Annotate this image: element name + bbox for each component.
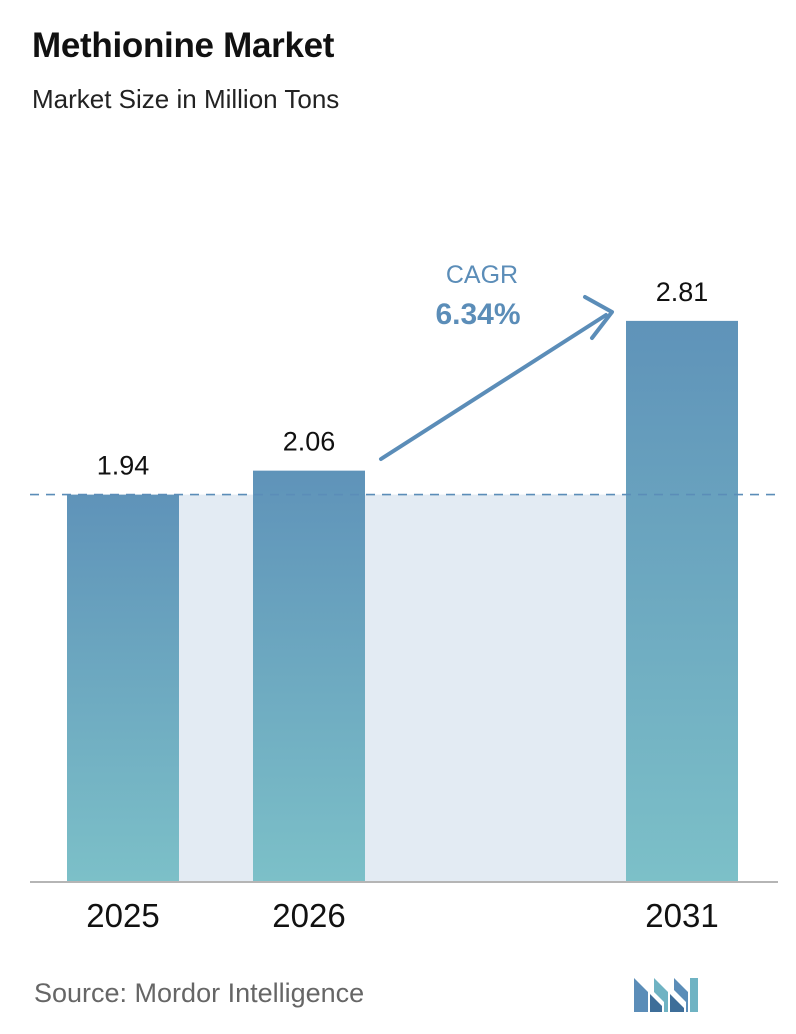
cagr-value: 6.34% bbox=[435, 298, 520, 331]
chart-subtitle: Market Size in Million Tons bbox=[32, 84, 340, 114]
source-text: Source: Mordor Intelligence bbox=[34, 978, 365, 1008]
cagr-arrow-head bbox=[583, 295, 614, 340]
cagr-label: CAGR bbox=[446, 261, 518, 289]
cagr-arrow-line bbox=[379, 313, 608, 461]
bar-2026 bbox=[253, 470, 365, 882]
chart-title: Methionine Market bbox=[32, 26, 335, 65]
mordor-intelligence-logo-icon bbox=[634, 978, 698, 1012]
data-label-2031: 2.81 bbox=[656, 277, 709, 307]
data-label-2025: 1.94 bbox=[97, 451, 150, 481]
data-label-2026: 2.06 bbox=[283, 427, 336, 457]
x-tick-label-2026: 2026 bbox=[272, 897, 345, 934]
bar-2031 bbox=[626, 320, 738, 882]
reference-band bbox=[179, 494, 626, 882]
x-tick-label-2025: 2025 bbox=[86, 897, 159, 934]
bar-2025 bbox=[67, 494, 179, 882]
x-tick-label-2031: 2031 bbox=[645, 897, 718, 934]
